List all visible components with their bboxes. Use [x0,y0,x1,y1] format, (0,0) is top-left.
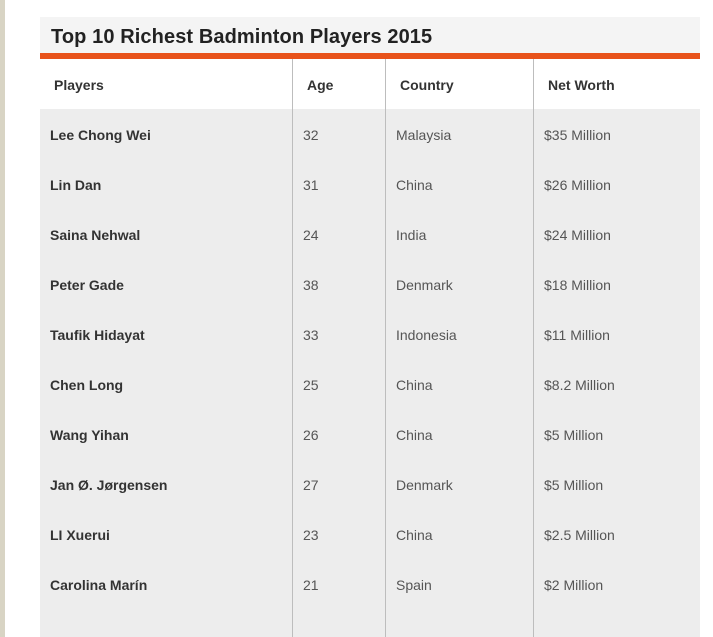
header-age: Age [307,77,334,93]
table-title: Top 10 Richest Badminton Players 2015 [51,26,433,48]
table-row: Taufik Hidayat 33 Indonesia $11 Million [40,309,700,359]
column-divider [292,59,293,637]
age-cell: 23 [303,527,319,543]
player-cell: Saina Nehwal [50,227,141,243]
net-worth-cell: $11 Million [544,327,610,343]
net-worth-cell: $2.5 Million [544,527,615,543]
table-title-bar: Top 10 Richest Badminton Players 2015 [40,17,700,59]
richest-players-table: Top 10 Richest Badminton Players 2015 Pl… [40,17,700,637]
age-cell: 27 [303,477,319,493]
column-divider [385,59,386,637]
net-worth-cell: $2 Million [544,577,604,593]
country-cell: Spain [396,577,432,593]
table-row: Carolina Marín 21 Spain $2 Million [40,559,700,609]
table-row: Lee Chong Wei 32 Malaysia $35 Million [40,109,700,159]
country-cell: China [396,527,433,543]
player-cell: Lin Dan [50,177,102,193]
net-worth-cell: $5 Million [544,427,604,443]
table-row: Peter Gade 38 Denmark $18 Million [40,259,700,309]
table-row: Wang Yihan 26 China $5 Million [40,409,700,459]
player-cell: Carolina Marín [50,577,148,593]
net-worth-cell: $26 Million [544,177,611,193]
age-cell: 38 [303,277,319,293]
age-cell: 32 [303,127,319,143]
net-worth-cell: $18 Million [544,277,611,293]
net-worth-cell: $35 Million [544,127,611,143]
left-border-strip [0,0,5,637]
country-cell: Denmark [396,477,453,493]
country-cell: Malaysia [396,127,452,143]
player-cell: Wang Yihan [50,427,129,443]
table-row: Lin Dan 31 China $26 Million [40,159,700,209]
age-cell: 21 [303,577,319,593]
player-cell: LI Xuerui [50,527,110,543]
player-cell: Chen Long [50,377,124,393]
player-cell: Lee Chong Wei [50,127,151,143]
age-cell: 26 [303,427,319,443]
table-header-row: Players Age Country Net Worth [40,59,700,109]
age-cell: 24 [303,227,319,243]
age-cell: 31 [303,177,319,193]
header-country: Country [400,77,454,93]
age-cell: 25 [303,377,319,393]
country-cell: China [396,177,433,193]
header-net-worth: Net Worth [548,77,615,93]
country-cell: Indonesia [396,327,457,343]
player-cell: Taufik Hidayat [50,327,145,343]
table-row: LI Xuerui 23 China $2.5 Million [40,509,700,559]
net-worth-cell: $24 Million [544,227,611,243]
country-cell: China [396,377,433,393]
net-worth-cell: $8.2 Million [544,377,615,393]
table-row: Chen Long 25 China $8.2 Million [40,359,700,409]
column-divider [533,59,534,637]
table-row: Saina Nehwal 24 India $24 Million [40,209,700,259]
age-cell: 33 [303,327,319,343]
table-row: Jan Ø. Jørgensen 27 Denmark $5 Million [40,459,700,509]
country-cell: Denmark [396,277,453,293]
country-cell: China [396,427,433,443]
net-worth-cell: $5 Million [544,477,604,493]
country-cell: India [396,227,427,243]
player-cell: Peter Gade [50,277,124,293]
player-cell: Jan Ø. Jørgensen [50,477,168,493]
header-players: Players [54,77,104,93]
